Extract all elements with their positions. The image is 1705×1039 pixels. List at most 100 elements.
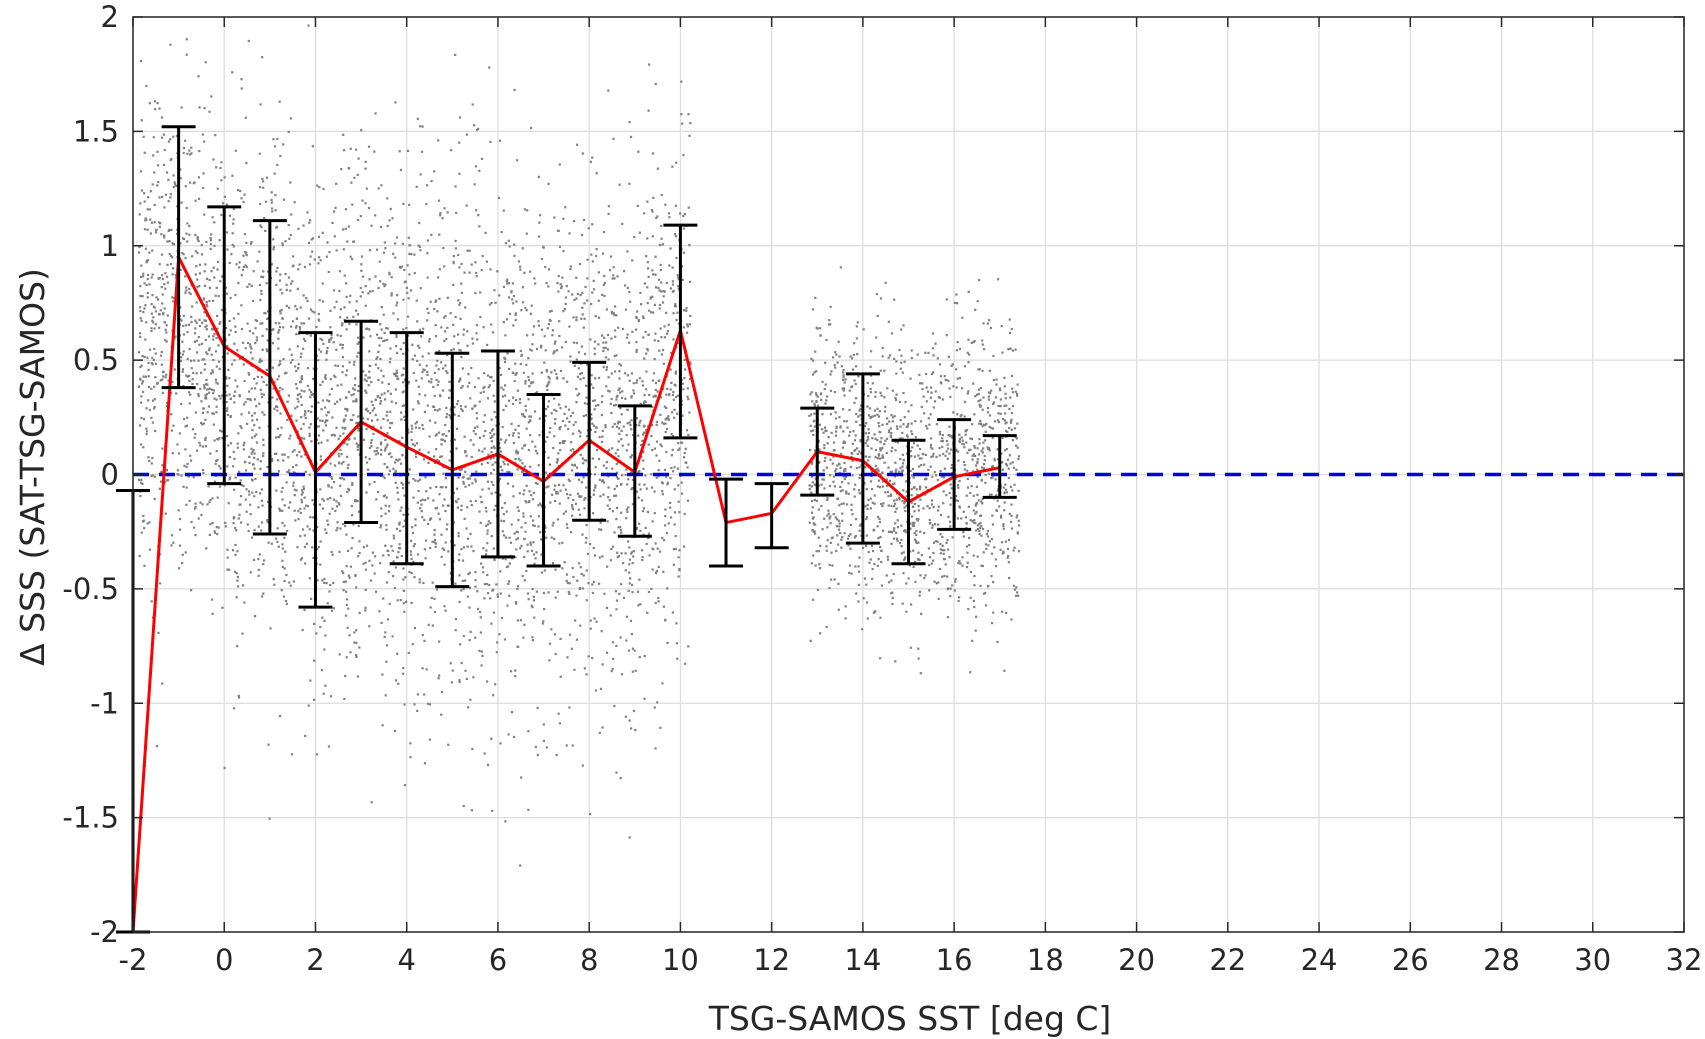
scatter-point [386, 410, 389, 414]
scatter-point [617, 455, 620, 458]
scatter-point [607, 389, 610, 392]
scatter-point [599, 521, 602, 524]
scatter-point [414, 452, 418, 455]
scatter-point [394, 566, 397, 569]
scatter-point [558, 442, 562, 445]
scatter-point [945, 439, 948, 443]
scatter-point [248, 455, 251, 458]
scatter-point [1007, 348, 1010, 351]
scatter-point [665, 427, 669, 431]
scatter-point [203, 213, 206, 216]
scatter-point [153, 347, 156, 351]
scatter-point [402, 567, 405, 570]
scatter-point [249, 503, 252, 506]
scatter-point [502, 519, 506, 523]
scatter-point [403, 494, 406, 497]
scatter-point [150, 600, 153, 603]
scatter-point [905, 490, 908, 493]
scatter-point [232, 488, 236, 491]
scatter-point [913, 538, 917, 541]
scatter-point [229, 415, 232, 419]
scatter-point [951, 363, 954, 366]
scatter-point [654, 601, 657, 605]
scatter-point [414, 422, 417, 425]
scatter-point [839, 425, 842, 428]
scatter-point [591, 422, 594, 425]
scatter-point [569, 268, 572, 271]
scatter-point [647, 443, 650, 446]
scatter-point [451, 669, 454, 672]
scatter-point [941, 535, 944, 539]
scatter-point [681, 278, 684, 281]
scatter-point [679, 212, 682, 215]
scatter-point [459, 349, 462, 352]
scatter-point [619, 529, 622, 532]
scatter-point [244, 347, 247, 350]
scatter-point [614, 335, 617, 338]
scatter-point [235, 572, 238, 575]
scatter-point [423, 410, 427, 414]
scatter-point [194, 411, 197, 414]
scatter-point [522, 493, 525, 496]
scatter-point [496, 641, 499, 644]
scatter-point [489, 140, 492, 144]
scatter-point [533, 277, 536, 280]
scatter-point [194, 502, 197, 505]
scatter-point [164, 193, 168, 196]
scatter-point [521, 413, 524, 416]
scatter-point [1002, 418, 1005, 421]
scatter-point [573, 298, 576, 301]
scatter-point [468, 477, 471, 480]
scatter-point [564, 488, 567, 491]
scatter-point [299, 511, 302, 515]
scatter-point [402, 352, 405, 355]
scatter-point [203, 270, 206, 273]
scatter-point [502, 209, 505, 212]
scatter-point [628, 182, 631, 185]
scatter-point [654, 747, 657, 750]
scatter-point [828, 517, 831, 520]
scatter-point [463, 517, 466, 520]
scatter-point [396, 459, 400, 462]
scatter-point [547, 400, 551, 403]
scatter-point [428, 340, 431, 343]
scatter-point [444, 364, 447, 367]
scatter-point [642, 336, 645, 339]
scatter-point [586, 402, 589, 406]
scatter-point [309, 423, 312, 426]
scatter-point [142, 135, 145, 138]
scatter-point [487, 386, 490, 389]
scatter-point [310, 410, 313, 414]
scatter-point [354, 377, 357, 380]
scatter-point [212, 299, 215, 303]
scatter-point [632, 478, 635, 482]
scatter-point [365, 544, 369, 547]
scatter-point [254, 341, 257, 345]
scatter-point [372, 432, 375, 436]
scatter-point [429, 546, 432, 550]
scatter-point [586, 258, 589, 261]
scatter-point [581, 587, 584, 590]
scatter-point [301, 347, 305, 350]
scatter-point [864, 455, 868, 458]
scatter-point [328, 512, 331, 515]
scatter-point [350, 257, 354, 261]
scatter-point [163, 307, 166, 310]
scatter-point [925, 424, 928, 428]
scatter-point [558, 428, 561, 431]
scatter-point [902, 572, 905, 575]
scatter-point [592, 580, 596, 584]
scatter-point [868, 561, 871, 564]
scatter-point [313, 622, 316, 626]
scatter-point [146, 259, 150, 262]
scatter-point [459, 302, 462, 305]
scatter-point [418, 578, 421, 581]
scatter-point [486, 763, 490, 767]
scatter-point [271, 396, 274, 399]
scatter-point [198, 106, 201, 109]
scatter-point [523, 489, 526, 492]
scatter-point [403, 415, 406, 418]
scatter-point [421, 355, 424, 358]
scatter-point [167, 379, 170, 382]
scatter-point [338, 462, 341, 465]
